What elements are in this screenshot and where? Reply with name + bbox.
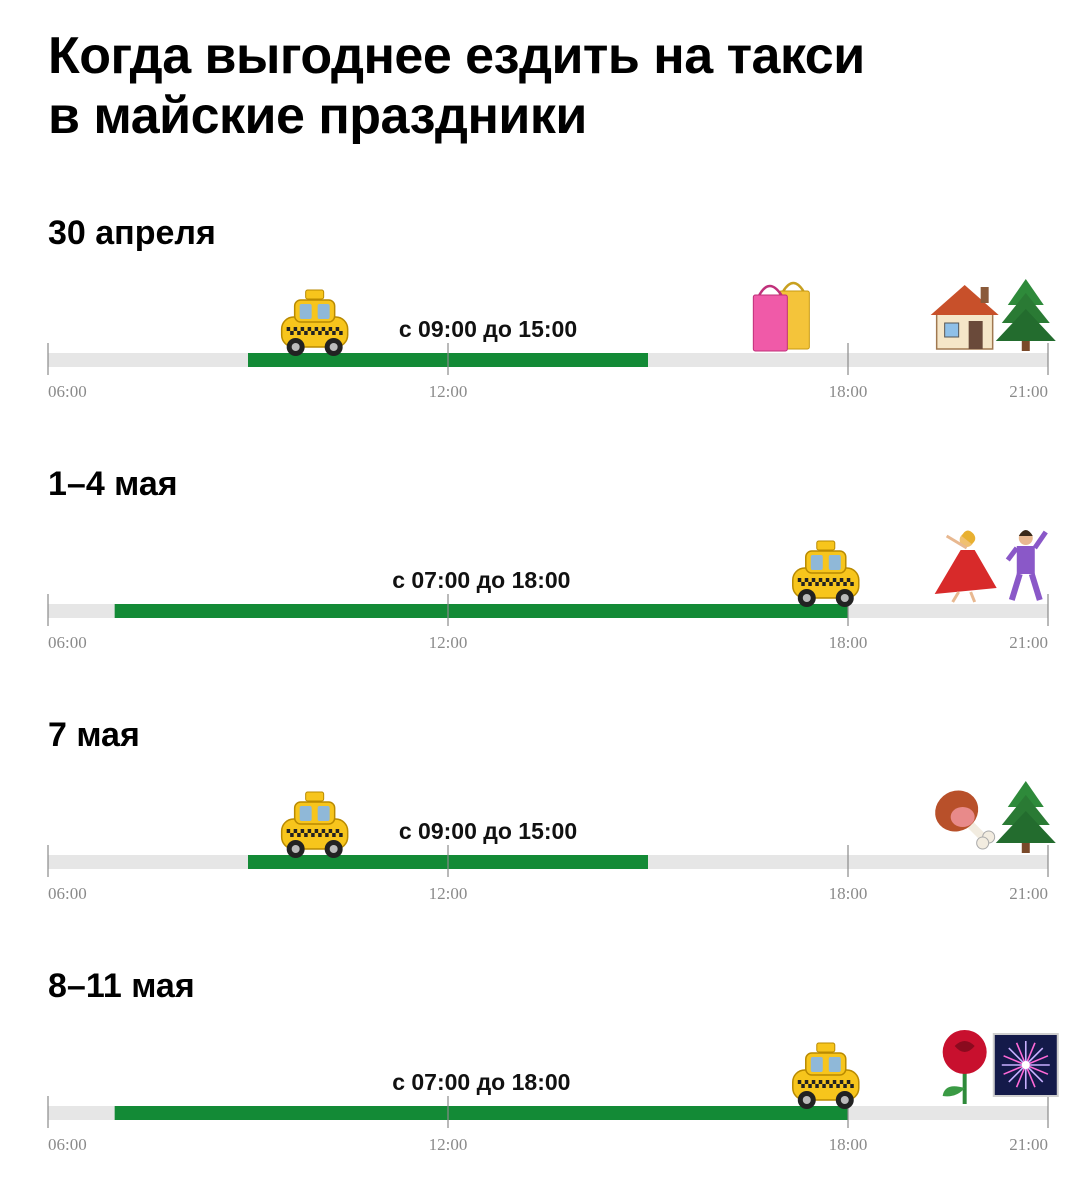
- christmas-tree-icon: [995, 279, 1056, 351]
- range-label: с 09:00 до 15:00: [399, 316, 577, 342]
- tick-label: 21:00: [1009, 633, 1048, 652]
- taxi-icon: [280, 791, 349, 858]
- page-title: Когда выгоднее ездить на такси в майские…: [48, 26, 1048, 146]
- tick-label: 21:00: [1009, 382, 1048, 401]
- date-label: 30 апреля: [48, 214, 216, 252]
- tick-label: 21:00: [1009, 1135, 1048, 1154]
- tick-label: 06:00: [48, 633, 87, 652]
- date-label: 8–11 мая: [48, 967, 195, 1005]
- date-label: 1–4 мая: [48, 465, 178, 503]
- title-line-1: Когда выгоднее ездить на такси: [48, 27, 865, 85]
- dancing-woman-icon: [934, 530, 997, 603]
- tick-label: 06:00: [48, 884, 87, 903]
- tick-label: 18:00: [829, 382, 868, 401]
- tick-label: 12:00: [429, 633, 468, 652]
- cheap-period-bar: [114, 1106, 848, 1120]
- timeline-block: 1–4 мая 06:00 12:00 18:00 21:00 с 07:00 до 1…: [0, 465, 1084, 673]
- timeline-block: 30 апреля 06:00 12:00 18:00 21:00 с 09:00 до…: [0, 214, 1084, 422]
- fireworks-icon: [992, 1033, 1059, 1097]
- timeline-chart: 06:00 12:00 18:00 21:00 с 07:00 до 18:00: [47, 1030, 1059, 1154]
- tick-label: 21:00: [1009, 884, 1048, 903]
- cheap-period-bar: [114, 604, 848, 618]
- range-label: с 07:00 до 18:00: [392, 567, 570, 593]
- house-icon: [930, 285, 999, 350]
- taxi-icon: [792, 1042, 860, 1109]
- range-label: с 07:00 до 18:00: [392, 1069, 570, 1095]
- title-line-2: в майские праздники: [48, 87, 587, 145]
- timeline-chart: 06:00 12:00 18:00 21:00 с 09:00 до 15:00: [47, 279, 1056, 401]
- tick-label: 12:00: [429, 382, 468, 401]
- shopping-bags-icon: [752, 281, 810, 352]
- timeline-block: 7 мая 06:00 12:00 18:00 21:00 с 09:00 до 15:…: [0, 716, 1084, 924]
- tick-label: 12:00: [429, 1135, 468, 1154]
- timeline-chart: 06:00 12:00 18:00 21:00 с 09:00 до 15:00: [47, 781, 1056, 903]
- timeline-block: 8–11 мая 06:00 12:00 18:00 21:00 с 07:00 до …: [0, 967, 1084, 1175]
- dancing-man-icon: [1005, 530, 1048, 601]
- range-label: с 09:00 до 15:00: [399, 818, 577, 844]
- tick-label: 18:00: [829, 884, 868, 903]
- date-label: 7 мая: [48, 716, 140, 754]
- tick-label: 18:00: [829, 633, 868, 652]
- taxi-icon: [792, 540, 860, 607]
- timeline-chart: 06:00 12:00 18:00 21:00 с 07:00 до 18:00: [47, 530, 1049, 652]
- tick-label: 06:00: [48, 382, 87, 401]
- tick-label: 18:00: [829, 1135, 868, 1154]
- rose-icon: [942, 1030, 987, 1104]
- tick-label: 12:00: [429, 884, 468, 903]
- tick-label: 06:00: [48, 1135, 87, 1154]
- taxi-icon: [280, 289, 349, 356]
- meat-on-bone-icon: [935, 790, 996, 850]
- christmas-tree-icon: [995, 781, 1056, 853]
